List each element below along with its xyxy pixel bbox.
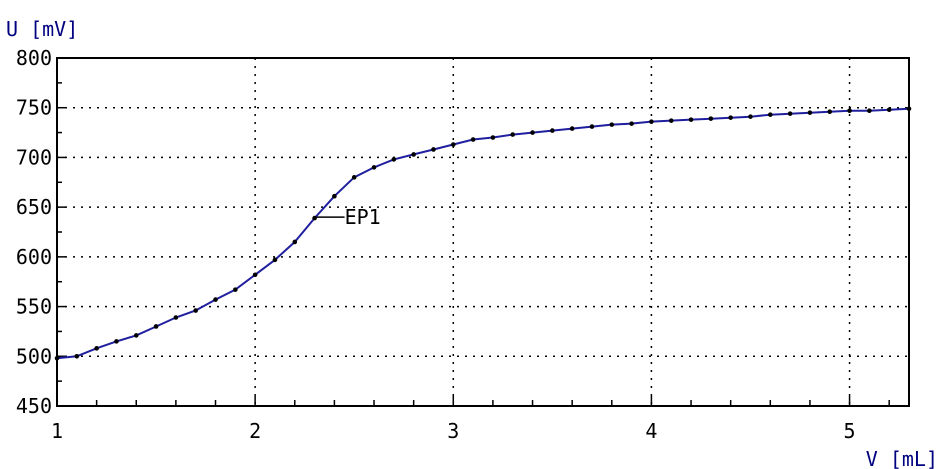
data-point [114,339,119,344]
data-point [867,108,872,113]
data-point [708,116,714,121]
data-point [173,315,179,320]
y-tick-label: 500 [16,344,52,368]
data-point [351,175,357,180]
data-point [292,239,298,245]
data-point [550,128,555,133]
data-point [668,118,674,123]
data-point [252,272,258,278]
data-point [490,135,496,140]
data-point [312,215,317,221]
x-tick-labels: 1 2 3 4 5 [51,419,856,443]
data-point [688,117,694,122]
data-point [728,115,733,120]
data-point [589,124,595,129]
data-point [54,355,60,361]
data-point [450,142,456,147]
data-point [272,257,278,263]
endpoint-label: EP1 [345,205,381,229]
data-point [768,112,773,117]
data-point [649,119,654,124]
y-tick-label: 800 [16,46,52,70]
data-point [807,110,813,115]
data-point [74,353,80,359]
y-tick-label: 450 [16,394,52,418]
x-tick-label: 4 [645,419,657,443]
data-point [133,333,139,338]
data-point [391,157,397,162]
x-tick-label: 5 [844,419,856,443]
series-line [56,107,910,360]
plot-area-frame [56,57,910,407]
data-point [827,109,833,114]
data-point [847,108,852,113]
data-point [193,308,198,313]
data-point [609,122,615,127]
x-tick-label: 1 [51,419,63,443]
data-point [371,165,377,170]
data-point [153,324,159,329]
data-point [431,147,436,152]
y-tick-label: 600 [16,245,52,269]
data-point [906,106,912,112]
data-point [332,193,337,199]
x-tick-label: 3 [447,419,459,443]
data-point [94,346,99,351]
data-point [510,132,516,137]
y-tick-label: 750 [16,96,52,120]
x-axis-label: V [mL] [866,447,938,469]
y-tick-labels: 800 750 700 650 600 550 500 450 [16,46,52,418]
data-point [213,297,218,302]
data-point [629,121,634,126]
data-point [411,152,416,157]
data-point [530,130,535,135]
data-point [233,287,238,292]
data-point [886,107,892,113]
grid-lines [57,58,909,406]
y-tick-label: 550 [16,295,52,319]
data-point [787,111,793,116]
series-lines [56,107,910,360]
y-tick-label: 650 [16,195,52,219]
data-points [54,106,912,361]
x-tick-label: 2 [249,419,261,443]
y-axis-label: U [mV] [6,17,78,41]
data-point [470,137,476,142]
y-tick-label: 700 [16,145,52,169]
data-point [569,126,575,131]
data-point [748,114,753,119]
annotations: EP1 [316,205,381,229]
